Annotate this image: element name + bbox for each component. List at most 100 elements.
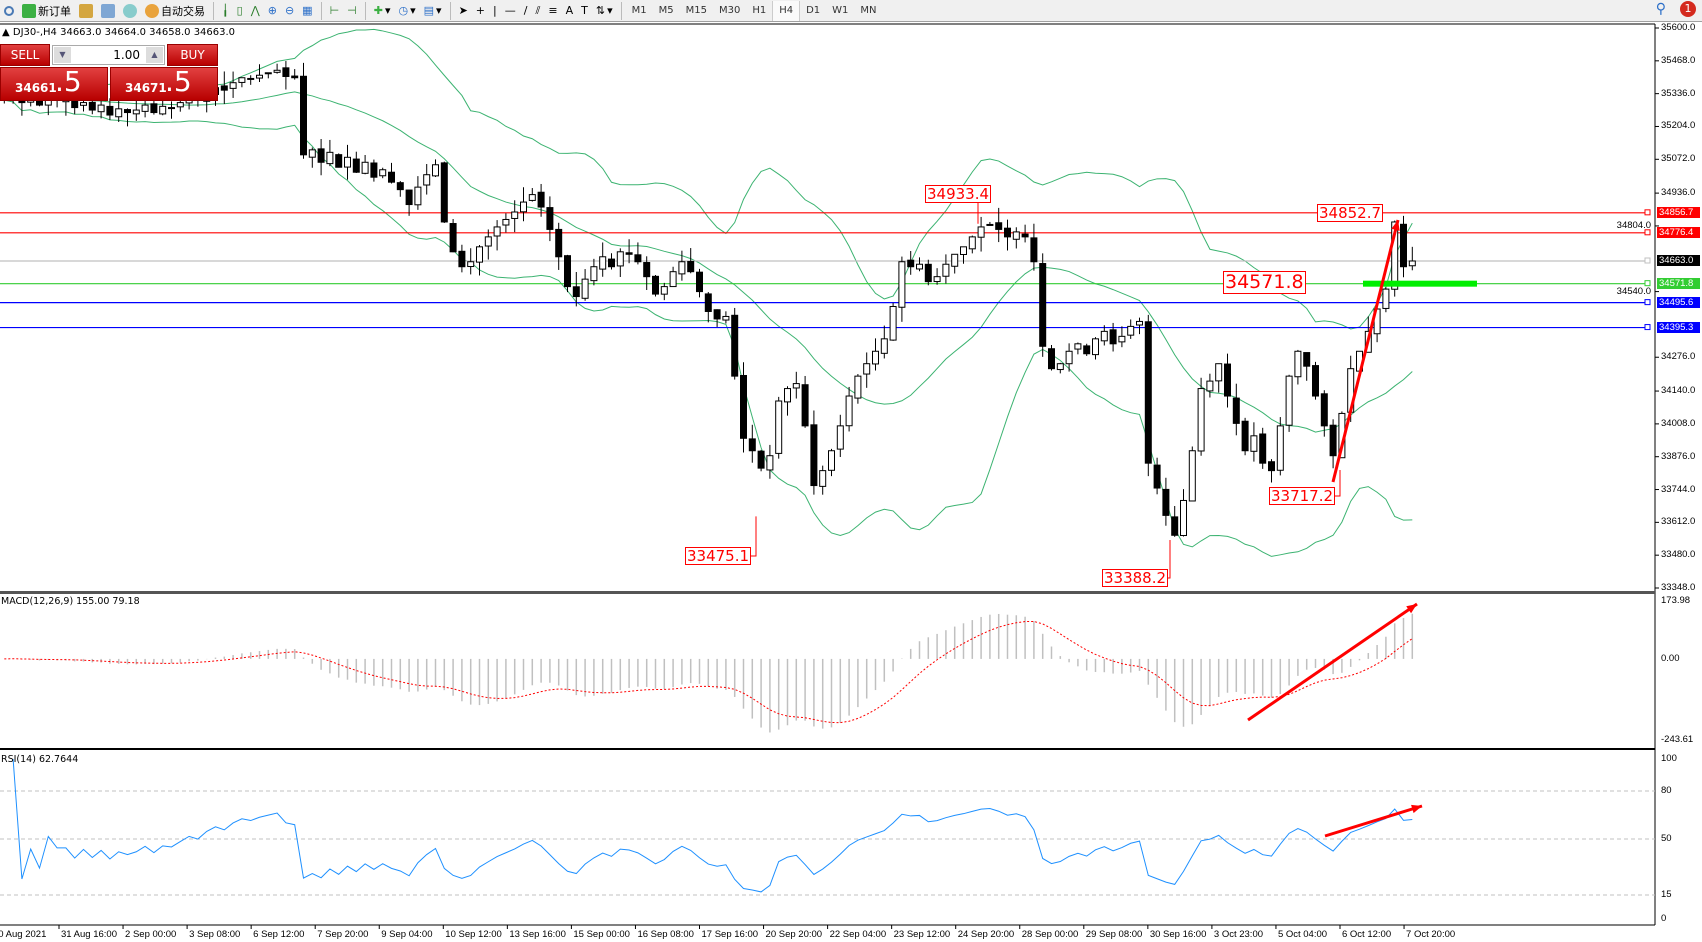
bullish-candle <box>511 211 519 219</box>
trendline-button[interactable]: / <box>520 1 532 21</box>
auto-scroll-button[interactable]: ⊢ <box>326 1 344 21</box>
candlestick-icon: ▯ <box>236 4 243 17</box>
timeframe-w1[interactable]: W1 <box>832 4 849 16</box>
fibonacci-button[interactable]: ≡ <box>544 1 561 21</box>
timeframe-d1[interactable]: D1 <box>806 4 821 16</box>
periods-button[interactable]: ◷ ▾ <box>398 4 416 17</box>
collapse-icon[interactable]: ▲ <box>2 27 13 38</box>
auto-trading-icon <box>145 3 159 18</box>
buy-price-button[interactable]: 34671 .5 <box>110 65 218 101</box>
sell-button[interactable]: SELL <box>0 44 50 66</box>
bearish-candle <box>1329 424 1337 457</box>
annotation-recent-high[interactable]: 34852.7 <box>1317 204 1384 222</box>
annotation-support[interactable]: 34571.8 <box>1223 271 1306 294</box>
grid-icon: ▦ <box>302 4 313 17</box>
market-button[interactable] <box>97 1 119 21</box>
lot-value[interactable]: 1.00 <box>113 48 140 62</box>
bearish-candle <box>396 182 404 191</box>
bullish-candle <box>176 102 184 108</box>
timeframe-m5[interactable]: M5 <box>658 4 674 16</box>
bearish-candle <box>748 438 756 452</box>
bullish-candle <box>784 388 791 403</box>
bullish-candle <box>229 82 237 89</box>
history-button[interactable] <box>75 1 97 21</box>
lot-field[interactable]: ▼ 1.00 ▲ <box>52 45 165 65</box>
signal-button[interactable] <box>119 1 141 21</box>
auto-trading-button[interactable]: 自动交易 <box>141 1 209 21</box>
bearish-candle <box>88 101 96 111</box>
candlestick-button[interactable]: ▯ <box>233 1 247 21</box>
bullish-candle <box>256 74 263 79</box>
text-label-button[interactable]: T <box>577 1 592 21</box>
time-tick-label: 9 Sep 04:00 <box>381 929 433 940</box>
time-tick-label: 13 Sep 16:00 <box>509 929 566 940</box>
bullish-candle <box>968 236 976 250</box>
timeframe-mn[interactable]: MN <box>860 4 877 16</box>
bearish-candle <box>537 191 545 208</box>
templates-button[interactable]: ▤ ▾ <box>423 4 442 17</box>
tile-windows-button[interactable]: ▦ <box>298 1 316 21</box>
new-order-button[interactable]: 新订单 <box>18 1 75 21</box>
cursor-button[interactable]: ➤ <box>455 1 472 21</box>
bullish-candle <box>863 363 871 375</box>
zoom-in-button[interactable]: ⊕ <box>264 1 281 21</box>
bearish-candle <box>608 258 615 268</box>
bullish-candle <box>590 266 598 282</box>
bullish-candle <box>599 256 607 270</box>
bullish-candle <box>344 156 351 168</box>
time-tick-label: 15 Sep 00:00 <box>573 929 630 940</box>
bearish-candle <box>907 259 915 268</box>
line-chart-button[interactable]: ⋀ <box>247 1 264 21</box>
bearish-candle <box>458 250 466 268</box>
crosshair-button[interactable]: + <box>472 1 489 21</box>
bullish-candle <box>933 276 941 283</box>
zoom-tool-button[interactable] <box>0 1 18 21</box>
vertical-line-button[interactable]: | <box>489 1 501 21</box>
timeframe-m15[interactable]: M15 <box>685 4 707 16</box>
annotation-low-3[interactable]: 33717.2 <box>1269 487 1336 505</box>
bearish-candle <box>352 158 360 173</box>
bullish-candle <box>1276 425 1284 471</box>
annotation-high[interactable]: 34933.4 <box>925 185 992 203</box>
chart-shift-button[interactable]: ⊣ <box>343 1 361 21</box>
text-button[interactable]: A <box>562 1 578 21</box>
clock-icon: ◷ <box>398 4 409 17</box>
level-price-tag: 34571.8 <box>1657 277 1700 289</box>
time-tick-label: 17 Sep 16:00 <box>701 929 759 940</box>
level-handle <box>1644 324 1651 331</box>
bullish-candle <box>819 470 827 487</box>
horizontal-line-button[interactable]: — <box>501 1 520 21</box>
pane-separator <box>0 748 1655 750</box>
bullish-candle <box>141 104 149 112</box>
bearish-candle <box>1109 329 1117 345</box>
timeframe-h4[interactable]: H4 <box>772 0 801 21</box>
price-tick-label: 34140.0 <box>1661 385 1696 397</box>
annotation-low-2[interactable]: 33388.2 <box>1102 569 1169 587</box>
lot-increase-icon[interactable]: ▲ <box>146 47 163 63</box>
notification-badge[interactable]: 1 <box>1680 1 1696 17</box>
bearish-candle <box>1162 488 1170 516</box>
time-tick-label: 16 Sep 08:00 <box>637 929 694 940</box>
time-tick-label: 6 Sep 12:00 <box>253 929 305 940</box>
timeframe-m30[interactable]: M30 <box>718 4 741 16</box>
arrows-button[interactable]: ⇅ ▾ <box>595 4 613 17</box>
indicators-button[interactable]: ✚ ▾ <box>373 4 391 17</box>
bullish-candle <box>942 263 950 277</box>
bar-chart-button[interactable]: ╽ <box>218 1 233 21</box>
sell-price-button[interactable]: 34661 .5 <box>0 65 108 101</box>
lot-decrease-icon[interactable]: ▼ <box>54 47 71 63</box>
channel-button[interactable]: ⫽ <box>531 1 544 21</box>
bullish-candle <box>977 226 985 238</box>
timeframe-h1[interactable]: H1 <box>752 4 767 16</box>
annotation-low-1[interactable]: 33475.1 <box>685 547 752 565</box>
divider <box>320 1 322 20</box>
new-order-label: 新订单 <box>38 4 71 18</box>
bullish-candle <box>1074 343 1082 350</box>
macd-signal-line <box>4 620 1413 724</box>
zoom-out-button[interactable]: ⊖ <box>281 1 298 21</box>
bearish-candle <box>1144 321 1152 464</box>
timeframe-m1[interactable]: M1 <box>631 4 647 16</box>
search-icon[interactable]: ⚲ <box>1655 1 1666 17</box>
buy-button[interactable]: BUY <box>167 44 218 66</box>
